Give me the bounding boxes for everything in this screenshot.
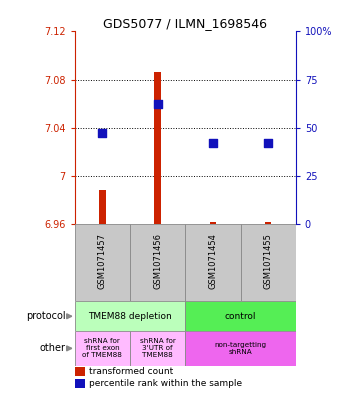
Bar: [75, 224, 130, 301]
Bar: [75, 379, 85, 388]
Text: other: other: [40, 343, 66, 353]
Bar: [209, 222, 216, 224]
Point: [100, 129, 105, 136]
Text: shRNA for
3'UTR of
TMEM88: shRNA for 3'UTR of TMEM88: [140, 338, 176, 358]
Bar: [75, 367, 85, 376]
Bar: [75, 331, 130, 365]
Text: TMEM88 depletion: TMEM88 depletion: [88, 312, 172, 321]
Point: [210, 140, 216, 147]
Bar: [154, 72, 161, 224]
Title: GDS5077 / ILMN_1698546: GDS5077 / ILMN_1698546: [103, 17, 267, 30]
Bar: [265, 222, 271, 224]
Text: GSM1071455: GSM1071455: [264, 233, 273, 289]
Bar: [130, 224, 185, 301]
Bar: [185, 301, 296, 331]
Text: GSM1071457: GSM1071457: [98, 233, 107, 289]
Text: GSM1071456: GSM1071456: [153, 233, 162, 289]
Bar: [185, 331, 296, 365]
Bar: [241, 224, 296, 301]
Point: [155, 101, 160, 107]
Text: control: control: [225, 312, 256, 321]
Bar: [130, 331, 185, 365]
Text: protocol: protocol: [26, 311, 66, 321]
Bar: [185, 224, 241, 301]
Bar: [99, 191, 106, 224]
Bar: [75, 301, 185, 331]
Text: percentile rank within the sample: percentile rank within the sample: [89, 379, 242, 388]
Point: [266, 140, 271, 147]
Text: transformed count: transformed count: [89, 367, 173, 376]
Text: non-targetting
shRNA: non-targetting shRNA: [215, 342, 267, 355]
Text: GSM1071454: GSM1071454: [208, 233, 217, 289]
Text: shRNA for
first exon
of TMEM88: shRNA for first exon of TMEM88: [83, 338, 122, 358]
